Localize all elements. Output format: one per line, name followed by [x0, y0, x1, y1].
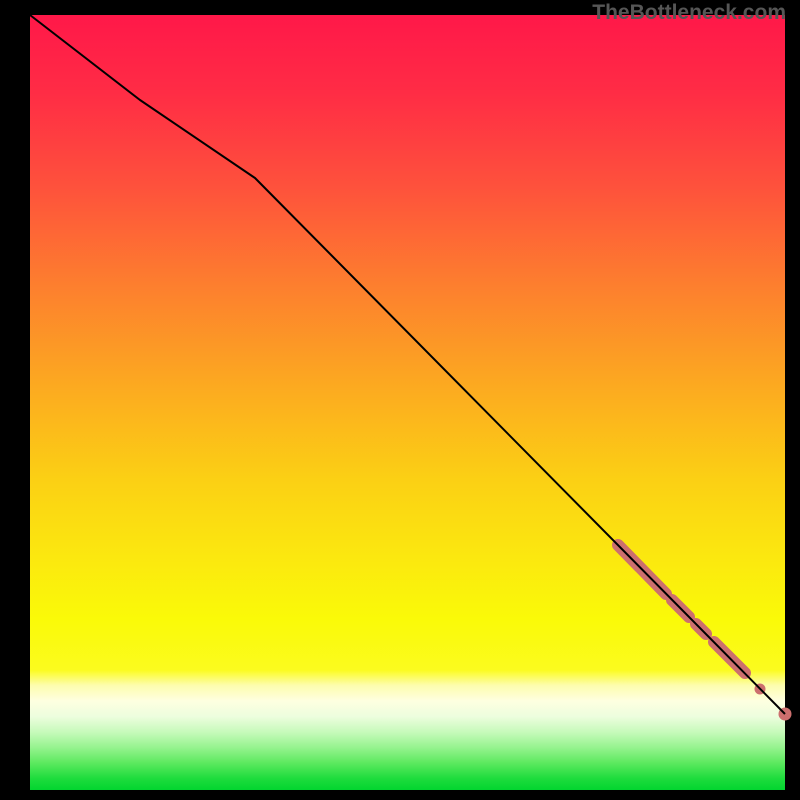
chart-container: { "chart": { "type": "line-over-gradient…: [0, 0, 800, 800]
plot-area: [30, 15, 785, 790]
watermark-text: TheBottleneck.com: [592, 1, 786, 25]
